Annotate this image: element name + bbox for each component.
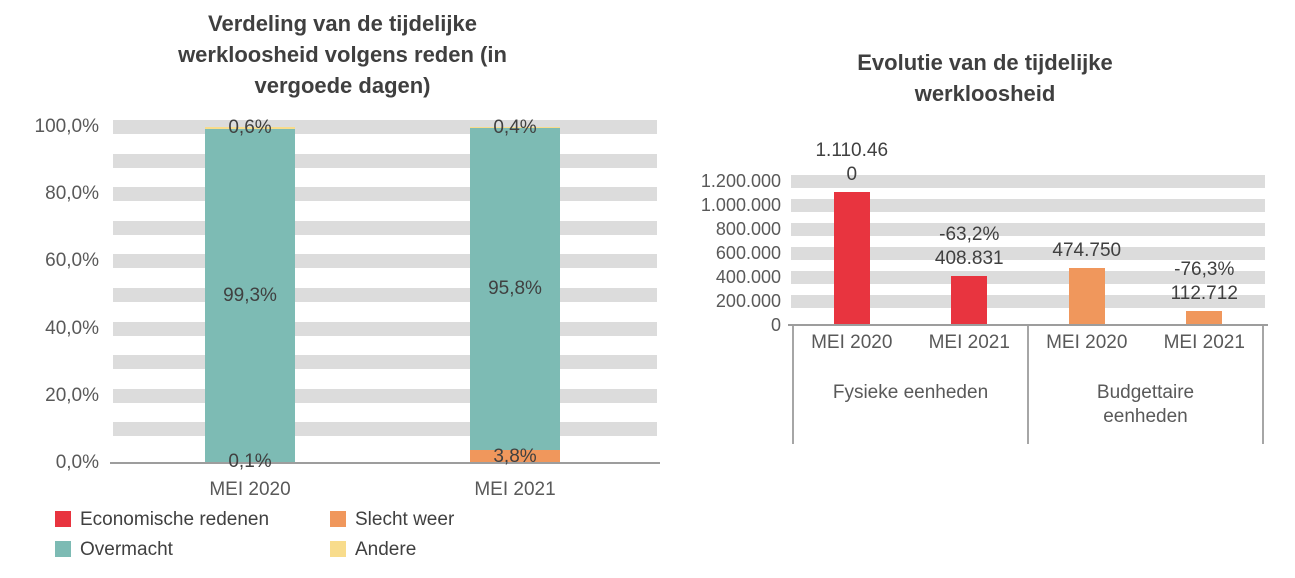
y-axis-tick-label: 20,0%	[45, 384, 99, 406]
y-axis-tick-label: 200.000	[715, 291, 781, 311]
legend-item-economische-redenen: Economische redenen	[55, 508, 269, 531]
x-axis-line	[788, 324, 1268, 326]
x-axis-category-label: MEI 2021	[928, 332, 1010, 353]
data-label: 0,1%	[228, 450, 272, 472]
legend-label: Slecht weer	[355, 509, 455, 530]
distribution-legend: Economische redenen Slecht weer Overmacht A…	[0, 506, 660, 572]
y-axis-tick-label: 0	[770, 315, 781, 335]
gridline-band	[113, 288, 657, 302]
data-label: 1.110.46 0	[815, 139, 889, 185]
x-axis-line	[110, 462, 660, 464]
gridline-band	[113, 153, 657, 168]
y-axis-tick-label: 1.200.000	[700, 171, 781, 191]
stacked-bar-mei-2021	[470, 127, 560, 463]
gridline-band	[791, 270, 1265, 284]
gridline-band	[791, 174, 1265, 188]
legend-swatch-overmacht	[55, 541, 71, 557]
y-axis-tick-label: 40,0%	[45, 317, 99, 339]
legend-label: Andere	[355, 539, 417, 560]
axis-separator	[1027, 325, 1029, 444]
gridline-band	[113, 120, 657, 134]
x-axis-category-label: MEI 2021	[1163, 332, 1245, 353]
x-axis-category-label: MEI 2020	[811, 332, 893, 353]
distribution-plot-area: 100,0% 80,0% 60,0% 40,0% 20,0% 0,0% MEI 2020 ME…	[35, 116, 660, 500]
data-label: -76,3% 112.712	[1170, 259, 1238, 305]
y-axis-tick-label: 400.000	[715, 267, 781, 287]
data-label: 95,8%	[488, 278, 542, 300]
x-axis-group-label: Budgettaire eenheden	[1096, 382, 1195, 427]
legend-swatch-economische-redenen	[55, 511, 71, 527]
y-axis-tick-label: 60,0%	[45, 250, 99, 272]
segment-andere	[205, 127, 295, 130]
segment-andere	[470, 127, 560, 129]
gridline-band	[113, 187, 657, 202]
segment-overmacht	[470, 128, 560, 451]
gridline-band	[791, 198, 1265, 212]
legend-swatch-andere	[330, 541, 346, 557]
x-axis-category-label: MEI 2020	[1046, 332, 1128, 353]
x-axis-category-label: MEI 2021	[474, 479, 556, 500]
gridline-band	[113, 321, 657, 336]
axis-separator	[792, 325, 794, 444]
legend-item-slecht-weer: Slecht weer	[330, 508, 454, 531]
gridline-band	[791, 222, 1265, 236]
y-axis-tick-label: 100,0%	[34, 116, 99, 137]
x-axis-group-label: Fysieke eenheden	[832, 382, 989, 403]
evolution-plot-area: 1.200.000 1.000.000 800.000 600.000 400.000 2…	[701, 140, 1268, 444]
gridline-band	[113, 422, 657, 437]
distribution-chart-title: Verdeling van de tijdelijke werkloosheid…	[178, 11, 507, 98]
bar-budgettaire-eenheden-mei-2021	[1186, 311, 1223, 325]
y-axis-tick-label: 80,0%	[45, 183, 99, 205]
segment-overmacht	[205, 129, 295, 463]
bar-budgettaire-eenheden-mei-2020	[1068, 268, 1105, 325]
gridline-band	[113, 220, 657, 235]
gridline-band	[791, 246, 1265, 260]
gridline-band	[113, 355, 657, 370]
gridline-band	[791, 294, 1265, 308]
data-label: 99,3%	[223, 284, 277, 306]
bar-fysieke-eenheden-mei-2020	[833, 191, 870, 325]
data-label: 474.750	[1052, 240, 1122, 262]
y-axis-tick-label: 600.000	[715, 243, 781, 263]
y-axis-tick-label: 800.000	[715, 219, 781, 239]
data-label: 3,8%	[493, 445, 537, 467]
data-label: 0,6%	[228, 117, 272, 139]
stacked-bar-mei-2020	[205, 127, 295, 463]
segment-slecht-weer	[470, 450, 560, 463]
gridline-band	[113, 388, 657, 403]
y-axis-tick-label: 1.000.000	[700, 195, 781, 215]
bar-fysieke-eenheden-mei-2021	[951, 275, 988, 325]
y-axis-tick-label: 0,0%	[55, 452, 99, 473]
data-label: 0,4%	[493, 116, 537, 138]
gridline-band	[113, 254, 657, 269]
legend-swatch-slecht-weer	[330, 511, 346, 527]
axis-separator	[1262, 325, 1264, 444]
legend-label: Overmacht	[80, 539, 173, 560]
legend-item-andere: Andere	[330, 538, 416, 561]
x-axis-category-label: MEI 2020	[209, 479, 291, 500]
evolution-chart-title: Evolutie van de tijdelijke werkloosheid	[857, 50, 1113, 106]
legend-label: Economische redenen	[80, 509, 270, 530]
legend-item-overmacht: Overmacht	[55, 538, 173, 561]
data-label: -63,2% 408.831	[934, 223, 1004, 269]
